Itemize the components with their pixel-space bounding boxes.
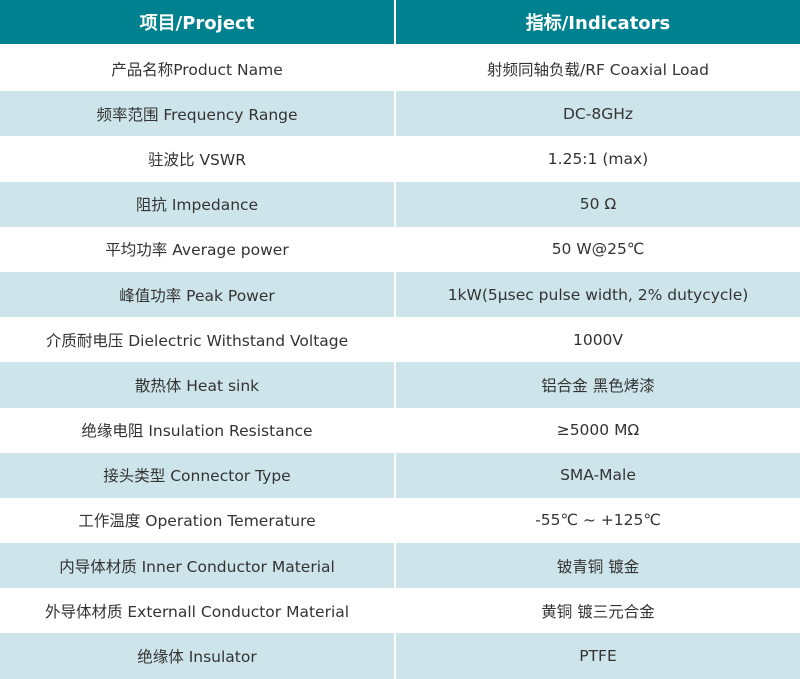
indicator-cell: 1kW(5μsec pulse width, 2% dutycycle)	[395, 271, 800, 318]
project-cell: 阻抗 Impedance	[0, 181, 396, 227]
table-row: 平均功率 Average power 50 W@25℃	[0, 226, 800, 272]
project-cell: 接头类型 Connector Type	[0, 452, 396, 498]
project-cell: 驻波比 VSWR	[0, 136, 396, 182]
project-cell: 绝缘体 Insulator	[0, 633, 396, 679]
table-row: 产品名称Product Name 射频同轴负载/RF Coaxial Load	[0, 45, 800, 92]
indicator-cell: 1000V	[572, 330, 624, 349]
project-cell: 绝缘电阻 Insulation Resistance	[0, 407, 396, 453]
project-cell: 产品名称Product Name	[0, 45, 396, 92]
table-row: 散热体 Heat sink 铝合金 黑色烤漆	[0, 362, 800, 408]
table-row: 介质耐电压 Dielectric Withstand Voltage 1000V	[0, 317, 800, 363]
table-row: 阻抗 Impedance 50 Ω	[0, 181, 800, 227]
project-cell: 内导体材质 Inner Conductor Material	[0, 543, 396, 589]
table-row: 驻波比 VSWR 1.25:1 (max)	[0, 136, 800, 182]
project-cell: 峰值功率 Peak Power	[0, 271, 396, 318]
indicator-cell: 1.25:1 (max)	[547, 149, 649, 168]
table-row: 峰值功率 Peak Power 1kW(5μsec pulse width, 2%…	[0, 271, 800, 318]
indicator-cell: DC-8GHz	[395, 91, 800, 137]
indicator-cell: 铍青铜 镀金	[395, 543, 800, 589]
header-project: 项目/Project	[0, 0, 396, 46]
header-indicators: 指标/Indicators	[395, 0, 800, 46]
project-cell: 平均功率 Average power	[0, 226, 396, 272]
table-row: 内导体材质 Inner Conductor Material 铍青铜 镀金	[0, 543, 800, 589]
table-row: 工作温度 Operation Temerature -55℃ ~ +125℃	[0, 497, 800, 544]
project-cell: 介质耐电压 Dielectric Withstand Voltage	[0, 317, 396, 363]
project-cell: 散热体 Heat sink	[0, 362, 396, 408]
project-cell: 频率范围 Frequency Range	[0, 91, 396, 137]
project-cell: 工作温度 Operation Temerature	[0, 497, 396, 544]
table-row: 外导体材质 Externall Conductor Material 黄铜 镀三元…	[0, 588, 800, 634]
table-row: 接头类型 Connector Type SMA-Male	[0, 452, 800, 498]
indicator-cell: 黄铜 镀三元合金	[541, 602, 655, 621]
table-row: 绝缘体 Insulator PTFE	[0, 633, 800, 679]
table-row: 绝缘电阻 Insulation Resistance ≥5000 MΩ	[0, 407, 800, 453]
indicator-cell: 50 Ω	[395, 181, 800, 227]
table-row: 频率范围 Frequency Range DC-8GHz	[0, 91, 800, 137]
indicator-cell: ≥5000 MΩ	[556, 421, 640, 440]
indicator-cell: 50 W@25℃	[551, 240, 645, 259]
indicator-cell: PTFE	[395, 633, 800, 679]
indicator-cell: -55℃ ~ +125℃	[535, 511, 661, 530]
indicator-cell: 铝合金 黑色烤漆	[395, 362, 800, 408]
project-cell: 外导体材质 Externall Conductor Material	[0, 588, 396, 634]
indicator-cell: 射频同轴负载/RF Coaxial Load	[486, 60, 710, 79]
indicator-cell: SMA-Male	[395, 452, 800, 498]
header-row: 项目/Project 指标/Indicators	[0, 0, 800, 46]
